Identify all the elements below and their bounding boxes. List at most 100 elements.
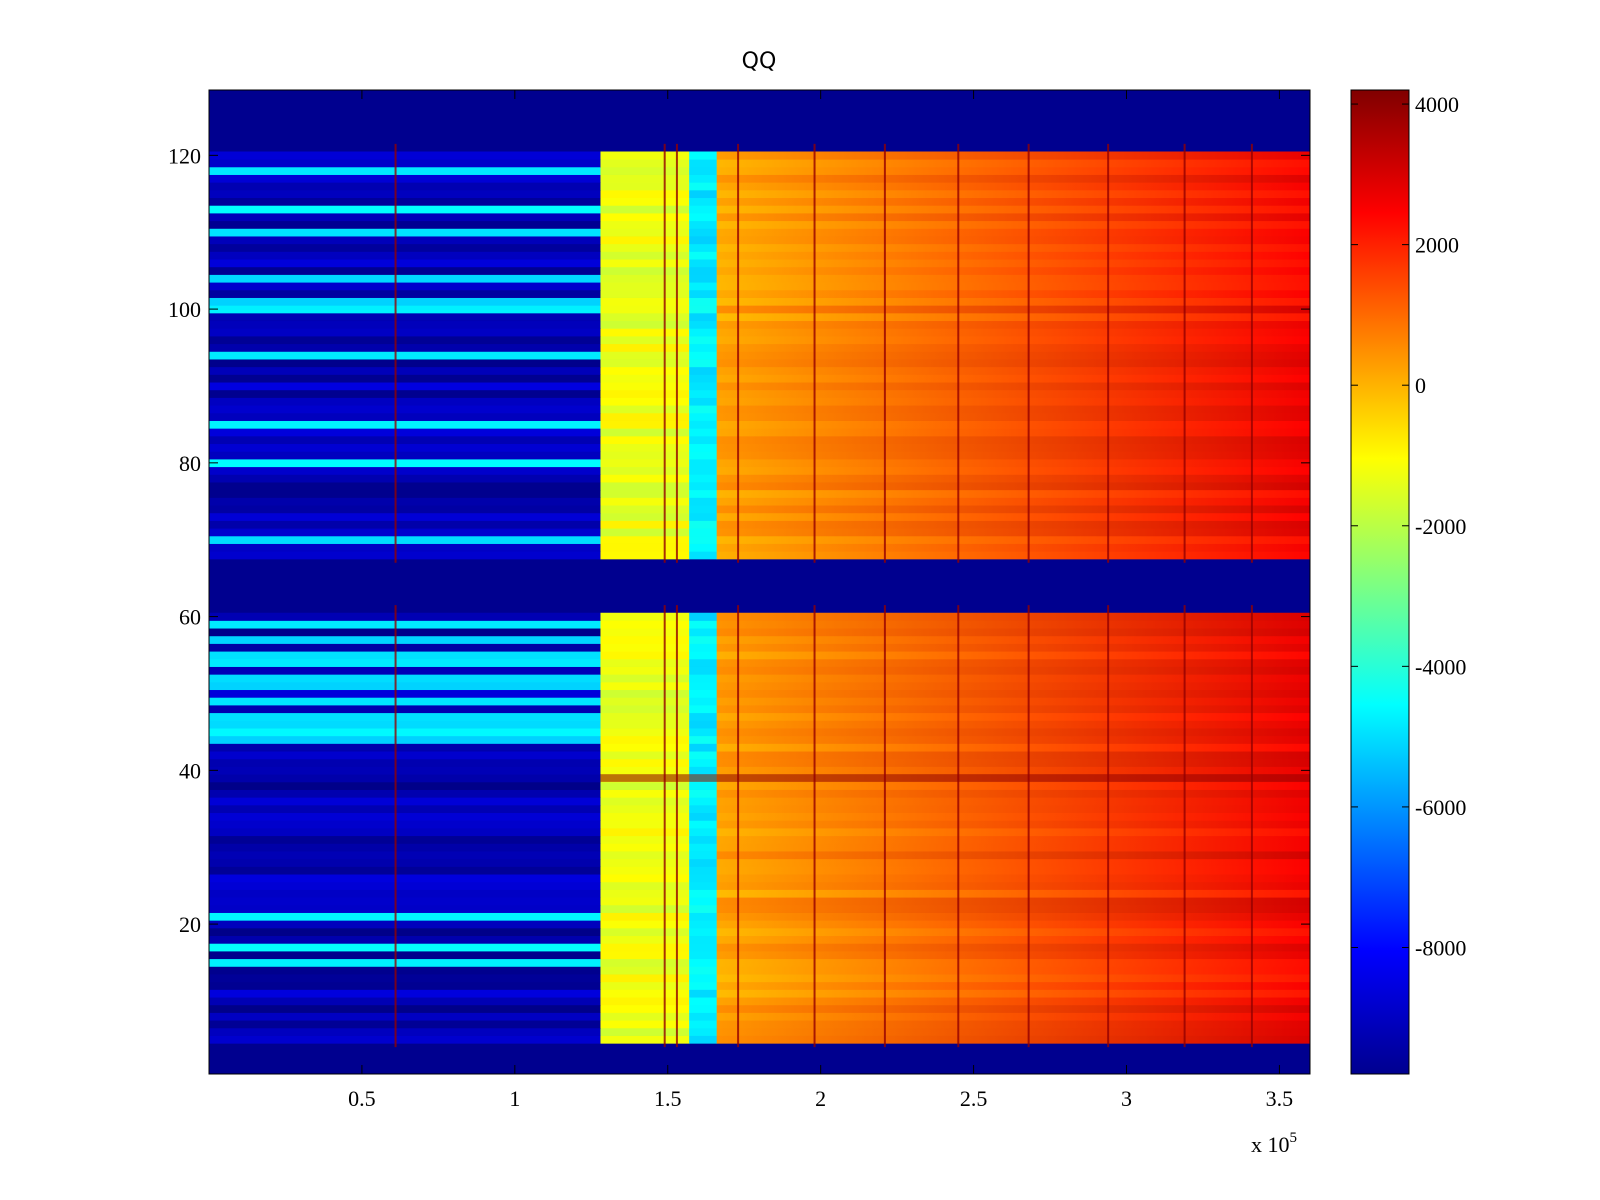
heatmap-cell xyxy=(716,658,1310,667)
heatmap-cell xyxy=(600,389,690,398)
heatmap-cell xyxy=(600,282,690,291)
heatmap-cell xyxy=(716,274,1310,283)
heatmap-cell xyxy=(689,197,718,206)
heatmap-cell xyxy=(716,820,1310,829)
heatmap-cell xyxy=(689,981,718,990)
heatmap-cell xyxy=(716,643,1310,652)
heatmap-cell xyxy=(600,520,690,529)
heatmap-cell xyxy=(209,197,601,206)
y-tick-label: 80 xyxy=(179,451,201,476)
heatmap-cell xyxy=(209,459,601,468)
heatmap-cell xyxy=(689,697,718,706)
heatmap-cell xyxy=(716,282,1310,291)
heatmap-cell xyxy=(209,658,601,667)
heatmap-cell xyxy=(600,681,690,691)
heatmap-cell xyxy=(689,220,718,229)
heatmap-cell xyxy=(689,689,718,698)
heatmap-cell xyxy=(689,320,718,329)
heatmap-cell xyxy=(209,789,601,798)
heatmap-cell xyxy=(600,551,690,560)
heatmap-cell xyxy=(716,858,1310,867)
heatmap-cell xyxy=(600,735,690,744)
heatmap-cell xyxy=(209,651,601,660)
heatmap-cell xyxy=(689,535,718,544)
heatmap-cell xyxy=(209,781,601,790)
heatmap-cell xyxy=(600,828,690,837)
heatmap-cell xyxy=(209,705,601,714)
heatmap-cell xyxy=(716,1035,1310,1044)
colorbar-tick-label: -6000 xyxy=(1415,795,1466,820)
heatmap-cell xyxy=(600,766,690,775)
x-tick-label: 3 xyxy=(1121,1086,1132,1111)
heatmap-cell xyxy=(689,1020,718,1029)
heatmap-cell xyxy=(716,151,1310,160)
colorbar-tick-label: -4000 xyxy=(1415,654,1466,679)
heatmap-cell xyxy=(716,551,1310,560)
heatmap-cell xyxy=(689,443,718,452)
heatmap-cell xyxy=(600,351,690,360)
heatmap-cell xyxy=(689,881,718,890)
heatmap-cell xyxy=(689,166,718,175)
heatmap-cell xyxy=(209,881,601,890)
heatmap-cell xyxy=(689,412,718,421)
heatmap-cell xyxy=(209,443,601,452)
heatmap-cell xyxy=(209,535,601,544)
heatmap-cell xyxy=(209,151,601,160)
heatmap-cell xyxy=(600,843,690,852)
heatmap-cell xyxy=(209,751,601,760)
heatmap-cell xyxy=(689,382,718,391)
heatmap-cell xyxy=(689,705,718,714)
heatmap-cell xyxy=(716,689,1310,698)
heatmap-cell xyxy=(689,735,718,744)
heatmap-cell xyxy=(600,935,690,944)
heatmap-cell xyxy=(600,958,690,967)
colorbar-tick-label: -8000 xyxy=(1415,935,1466,960)
chart-title: QQ xyxy=(742,49,777,74)
heatmap-cell xyxy=(716,920,1310,929)
heatmap-cell xyxy=(209,228,601,237)
heatmap-cell xyxy=(600,343,690,352)
heatmap-cell xyxy=(689,643,718,652)
heatmap-cell xyxy=(209,858,601,867)
heatmap-cell xyxy=(209,1004,601,1013)
heatmap-cell xyxy=(600,289,690,298)
heatmap-cell xyxy=(209,435,601,445)
heatmap-cell xyxy=(716,681,1310,691)
x-tick-label: 3.5 xyxy=(1266,1086,1294,1111)
heatmap-cell xyxy=(689,389,718,398)
heatmap-cell xyxy=(600,1012,690,1021)
heatmap-cell xyxy=(689,243,718,252)
heatmap-cell xyxy=(209,243,601,252)
heatmap-cell xyxy=(209,904,601,913)
heatmap-cell xyxy=(716,874,1310,883)
heatmap-cell xyxy=(716,359,1310,368)
heatmap-cell xyxy=(716,336,1310,345)
heatmap-cell xyxy=(689,543,718,552)
heatmap-cell xyxy=(716,166,1310,175)
heatmap-cell xyxy=(600,512,690,521)
heatmap-cell xyxy=(209,474,601,483)
heatmap-cell xyxy=(689,866,718,875)
heatmap-cell xyxy=(600,305,690,314)
heatmap-cell xyxy=(716,1027,1310,1036)
heatmap-cell xyxy=(689,681,718,691)
heatmap-cell xyxy=(716,505,1310,514)
heatmap-cell xyxy=(716,228,1310,237)
plot-axes-box xyxy=(208,89,1311,1075)
heatmap-cell xyxy=(209,643,601,652)
heatmap-cell xyxy=(600,628,690,637)
heatmap-cell xyxy=(600,466,690,475)
heatmap-cell xyxy=(689,397,718,406)
heatmap-cell xyxy=(600,974,690,983)
heatmap-cell xyxy=(209,843,601,852)
heatmap-cell xyxy=(689,228,718,237)
heatmap-cell xyxy=(716,697,1310,706)
heatmap-cell xyxy=(716,159,1310,168)
heatmap-cell xyxy=(600,435,690,445)
heatmap-cell xyxy=(209,720,601,729)
heatmap-cell xyxy=(689,289,718,298)
heatmap-cell xyxy=(600,881,690,890)
heatmap-cell xyxy=(209,389,601,398)
heatmap-cell xyxy=(716,297,1310,306)
